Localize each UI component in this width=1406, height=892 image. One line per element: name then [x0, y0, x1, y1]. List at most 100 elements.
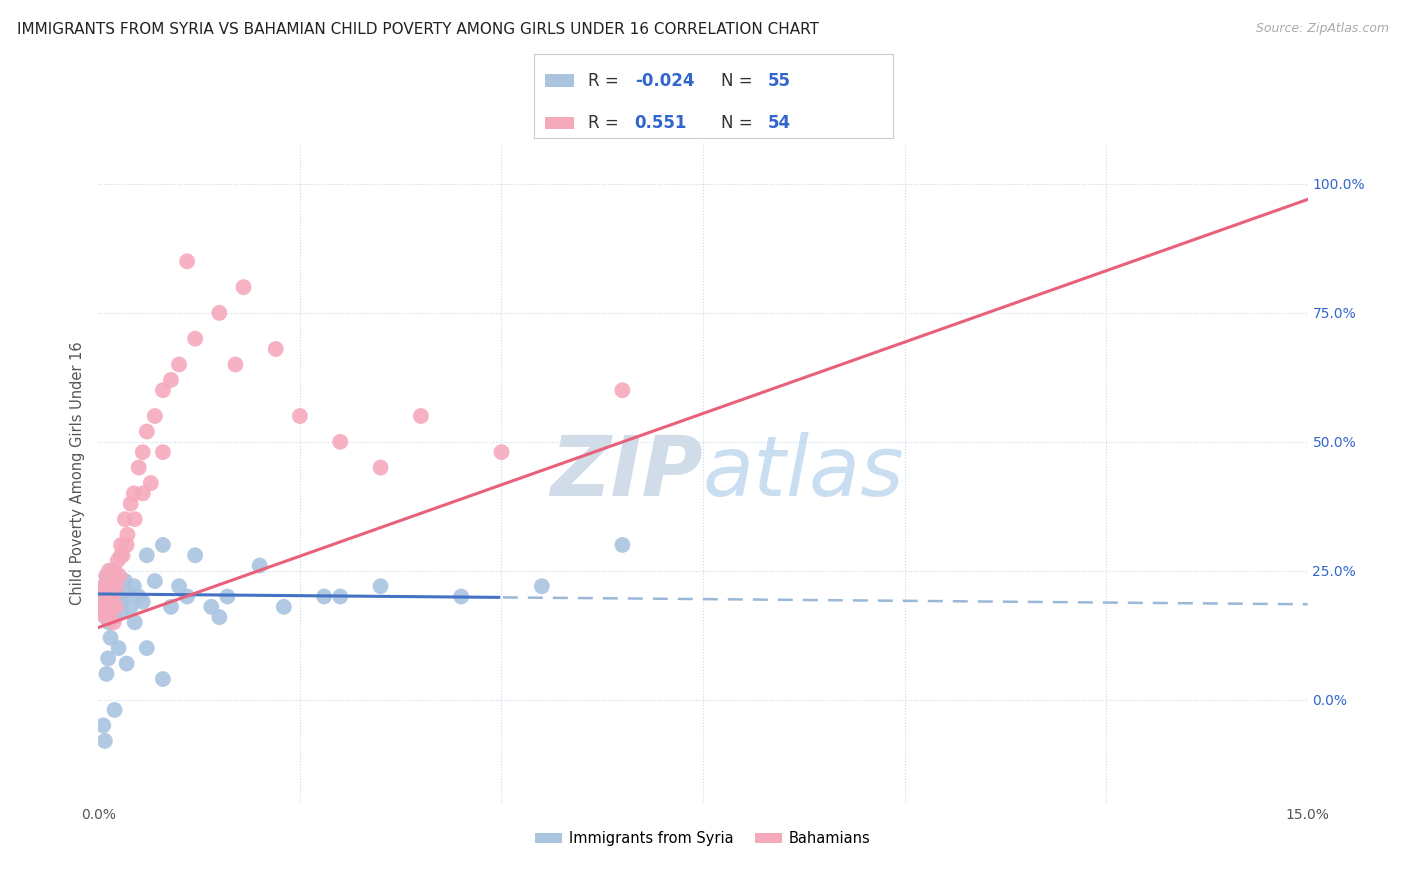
Point: [152, 538, 174, 552]
Point: [160, 599, 183, 614]
Point: [100, 599, 122, 614]
Point: [120, 497, 142, 511]
Text: -0.024: -0.024: [634, 71, 695, 89]
Point: [91, 590, 114, 604]
Text: IMMIGRANTS FROM SYRIA VS BAHAMIAN CHILD POVERTY AMONG GIRLS UNDER 16 CORRELATION: IMMIGRANTS FROM SYRIA VS BAHAMIAN CHILD …: [17, 22, 818, 37]
Point: [114, 512, 136, 526]
Point: [232, 280, 254, 294]
Point: [97, 564, 120, 578]
Point: [103, 615, 125, 630]
Point: [101, 590, 124, 604]
Point: [184, 332, 207, 346]
Text: R =: R =: [588, 114, 624, 132]
Point: [612, 538, 634, 552]
Bar: [546, 74, 574, 87]
Point: [115, 657, 138, 671]
Point: [124, 512, 146, 526]
Point: [200, 599, 222, 614]
Point: [94, 610, 117, 624]
Point: [176, 254, 198, 268]
Point: [184, 548, 207, 563]
Point: [100, 590, 122, 604]
Point: [132, 486, 155, 500]
Point: [135, 641, 157, 656]
Point: [100, 579, 122, 593]
Point: [96, 666, 118, 681]
Text: atlas: atlas: [703, 433, 904, 513]
Point: [152, 672, 174, 686]
Point: [103, 564, 125, 578]
Bar: [546, 117, 574, 129]
Point: [117, 527, 139, 541]
Point: [117, 584, 139, 599]
Point: [370, 579, 392, 593]
Point: [96, 569, 118, 583]
Point: [120, 599, 142, 614]
Point: [491, 445, 513, 459]
Text: ZIP: ZIP: [550, 433, 703, 513]
Point: [97, 605, 120, 619]
Text: 0.551: 0.551: [634, 114, 688, 132]
Point: [167, 358, 190, 372]
Point: [101, 574, 124, 588]
Point: [152, 384, 174, 398]
Point: [111, 548, 134, 563]
Point: [91, 718, 114, 732]
Point: [103, 579, 125, 593]
Point: [160, 373, 183, 387]
Point: [115, 538, 138, 552]
Point: [152, 445, 174, 459]
Point: [105, 579, 128, 593]
Text: 54: 54: [768, 114, 790, 132]
Text: R =: R =: [588, 71, 624, 89]
Point: [167, 579, 190, 593]
Point: [264, 342, 287, 356]
Point: [450, 590, 472, 604]
Point: [105, 584, 128, 599]
Point: [111, 595, 134, 609]
Point: [97, 615, 120, 630]
Point: [217, 590, 239, 604]
Point: [98, 574, 121, 588]
Point: [122, 486, 145, 500]
Text: Source: ZipAtlas.com: Source: ZipAtlas.com: [1256, 22, 1389, 36]
Point: [107, 599, 129, 614]
Point: [208, 610, 231, 624]
Y-axis label: Child Poverty Among Girls Under 16: Child Poverty Among Girls Under 16: [69, 341, 84, 605]
Point: [96, 595, 118, 609]
Point: [93, 579, 115, 593]
Point: [91, 605, 114, 619]
Point: [110, 605, 132, 619]
Point: [143, 409, 166, 423]
Point: [370, 460, 392, 475]
Point: [98, 590, 121, 604]
Point: [135, 425, 157, 439]
Point: [314, 590, 336, 604]
Point: [96, 595, 118, 609]
Point: [249, 558, 271, 573]
Point: [91, 599, 114, 614]
Point: [288, 409, 311, 423]
Point: [105, 599, 128, 614]
Point: [101, 599, 124, 614]
Point: [409, 409, 432, 423]
Point: [128, 590, 150, 604]
Point: [100, 631, 122, 645]
Point: [101, 564, 124, 578]
Point: [135, 548, 157, 563]
Point: [93, 599, 115, 614]
Point: [124, 615, 146, 630]
Point: [94, 734, 117, 748]
Legend: Immigrants from Syria, Bahamians: Immigrants from Syria, Bahamians: [530, 825, 876, 852]
Point: [122, 579, 145, 593]
Text: 55: 55: [768, 71, 790, 89]
Point: [329, 590, 352, 604]
Point: [103, 610, 125, 624]
Point: [97, 651, 120, 665]
Point: [103, 703, 125, 717]
Point: [108, 590, 131, 604]
Point: [530, 579, 553, 593]
Point: [107, 553, 129, 567]
Point: [101, 574, 124, 588]
Point: [107, 641, 129, 656]
